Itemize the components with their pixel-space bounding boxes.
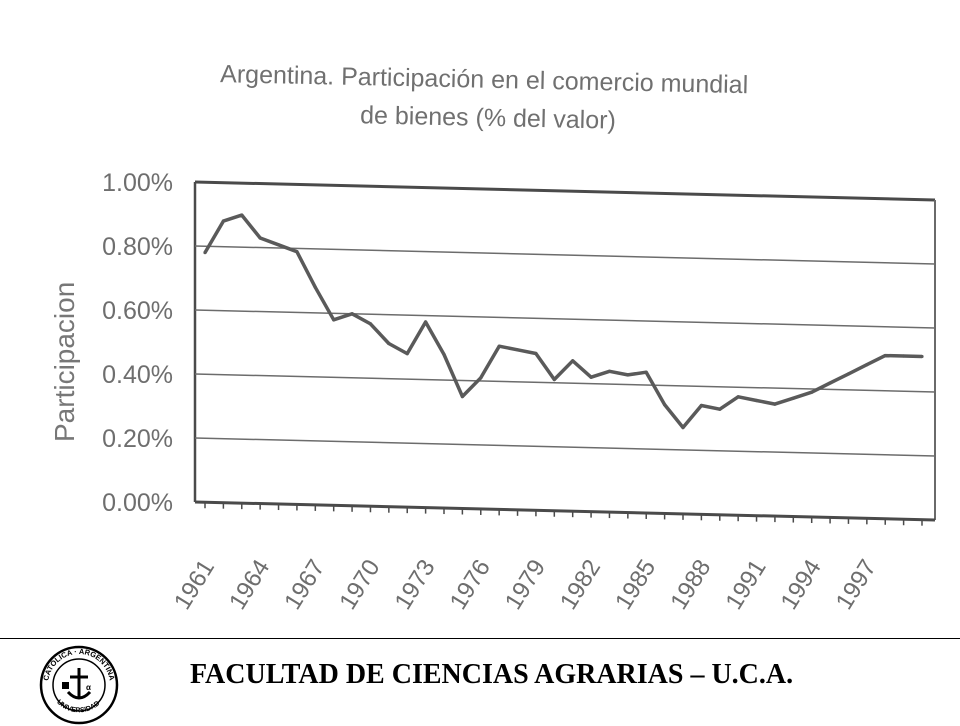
data-point — [497, 344, 501, 348]
y-tick-label: 0.80% — [102, 233, 173, 261]
x-tick-label: 1970 — [334, 555, 385, 615]
grid-layer — [193, 180, 936, 526]
x-tick-label: 1994 — [776, 555, 827, 615]
data-point — [368, 322, 373, 326]
data-point — [424, 320, 428, 324]
data-point — [258, 236, 262, 240]
data-point — [387, 341, 391, 346]
x-tick-label: 1988 — [665, 555, 716, 615]
data-point — [920, 354, 924, 359]
chart-subtitle: de bienes (% del valor) — [360, 101, 616, 134]
series-line — [203, 213, 923, 430]
gridline — [194, 309, 936, 329]
y-tick-label: 0.20% — [102, 425, 173, 453]
data-point — [479, 376, 483, 380]
gridline — [194, 437, 936, 457]
y-tick-label: 1.00% — [102, 169, 173, 197]
data-point — [571, 359, 575, 363]
data-point — [791, 396, 795, 400]
data-point — [663, 403, 667, 407]
data-point — [644, 370, 648, 374]
data-point — [276, 243, 281, 247]
data-point — [589, 375, 593, 379]
data-point — [313, 285, 317, 289]
x-tick-label: 1967 — [279, 555, 330, 615]
x-tick-label: 1985 — [610, 555, 661, 615]
x-tick-label: 1979 — [500, 555, 551, 615]
footer-title: FACULTAD DE CIENCIAS AGRARIAS – U.C.A. — [190, 659, 794, 690]
data-point — [515, 348, 520, 352]
data-point — [883, 354, 887, 358]
y-axis-label: Participacion — [49, 282, 80, 442]
chart-title: Argentina. Participación en el comercio … — [220, 60, 749, 99]
data-point — [754, 398, 759, 403]
svg-text:α: α — [86, 683, 91, 692]
data-point — [828, 381, 832, 385]
x-axis-line — [194, 500, 936, 522]
plot-frame-top — [194, 180, 936, 202]
data-point — [902, 354, 906, 358]
data-point — [460, 394, 464, 399]
data-point — [865, 363, 869, 367]
series-layer — [203, 213, 924, 430]
uca-seal-logo: CATÓLICA · ARGENTINA UNIVERSIDAD α — [39, 645, 119, 725]
x-tick-layer: 1961 1964 1967 1970 1973 1976 1979 1982 1985 1988… — [169, 555, 882, 615]
data-point — [295, 250, 299, 254]
data-point — [773, 402, 777, 406]
footer: CATÓLICA · ARGENTINA UNIVERSIDAD α FACUL… — [0, 639, 960, 725]
data-point — [810, 390, 814, 394]
x-tick-label: 1997 — [831, 555, 882, 615]
gridline — [194, 245, 936, 265]
data-point — [332, 318, 336, 322]
data-point — [699, 403, 704, 408]
data-point — [736, 395, 740, 399]
data-point — [221, 219, 225, 223]
data-point — [442, 352, 446, 357]
y-tick-label: 0.60% — [102, 297, 173, 325]
data-point — [552, 377, 556, 382]
data-point — [203, 251, 207, 255]
y-tick-label: 0.00% — [102, 489, 173, 517]
chart-area: Argentina. Participación en el comercio … — [49, 60, 936, 615]
data-point — [626, 373, 630, 377]
data-point — [350, 312, 354, 316]
x-tick-label: 1964 — [224, 555, 275, 615]
x-tick-label: 1961 — [169, 555, 220, 615]
chart: Argentina. Participación en el comercio … — [49, 60, 936, 615]
data-point — [607, 369, 612, 373]
footer-divider — [0, 638, 960, 639]
x-tick-label: 1982 — [555, 555, 606, 615]
x-tick-label: 1991 — [720, 555, 771, 615]
x-tick-label: 1973 — [390, 555, 441, 615]
x-tick-label: 1976 — [445, 555, 496, 615]
data-point — [846, 372, 851, 376]
data-point — [681, 425, 685, 430]
data-point — [240, 213, 244, 217]
y-tick-label: 0.40% — [102, 361, 173, 389]
data-point — [718, 407, 722, 411]
gridline — [194, 373, 936, 393]
data-point — [534, 351, 538, 356]
data-point — [405, 352, 409, 356]
y-tick-layer: 1.00% 0.80% 0.60% 0.40% 0.20% 0.00% — [102, 169, 173, 517]
